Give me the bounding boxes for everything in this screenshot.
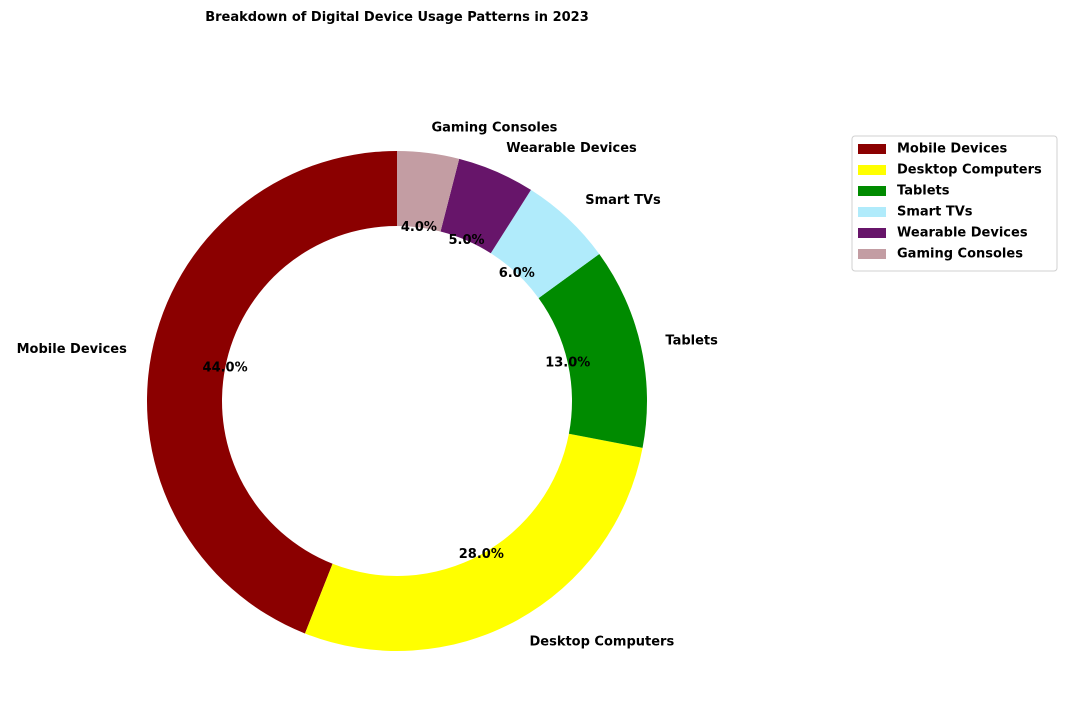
legend: Mobile Devices Desktop Computers Tablets Sm…	[851, 135, 1058, 272]
slice-wearable-devices	[440, 158, 531, 254]
slice-label-desktop-computers: Desktop Computers	[529, 634, 674, 649]
donut-slices	[147, 151, 647, 651]
slice-tablets	[538, 254, 647, 448]
slice-smart-tvs	[490, 189, 600, 299]
legend-swatch-mobile-devices	[858, 144, 886, 154]
legend-swatch-wearable-devices	[858, 228, 886, 238]
percent-label-mobile-devices: 44.0%	[203, 361, 248, 376]
legend-label-wearable-devices: Wearable Devices	[897, 226, 1028, 241]
percent-label-tablets: 13.0%	[545, 355, 590, 370]
slice-label-smart-tvs: Smart TVs	[585, 193, 661, 208]
legend-label-desktop-computers: Desktop Computers	[897, 163, 1042, 178]
percent-label-gaming-consoles: 4.0%	[401, 220, 437, 235]
legend-swatch-smart-tvs	[858, 207, 886, 217]
slice-label-gaming-consoles: Gaming Consoles	[431, 121, 557, 136]
slice-mobile-devices	[147, 151, 397, 634]
legend-label-tablets: Tablets	[897, 184, 950, 199]
legend-label-mobile-devices: Mobile Devices	[897, 142, 1007, 157]
slice-desktop-computers	[304, 433, 643, 651]
slice-label-mobile-devices: Mobile Devices	[17, 342, 127, 357]
slice-labels: Mobile Devices Desktop Computers Tablets Sm…	[17, 121, 718, 650]
percent-labels: 44.0% 28.0% 13.0% 6.0% 5.0% 4.0%	[203, 220, 591, 562]
slice-gaming-consoles	[397, 151, 460, 232]
slice-label-wearable-devices: Wearable Devices	[506, 141, 637, 156]
legend-swatch-tablets	[858, 186, 886, 196]
percent-label-wearable-devices: 5.0%	[448, 233, 484, 248]
legend-frame	[851, 135, 1058, 272]
chart-title: Breakdown of Digital Device Usage Patter…	[205, 10, 589, 25]
percent-label-smart-tvs: 6.0%	[499, 266, 535, 281]
legend-swatch-gaming-consoles	[858, 249, 886, 259]
percent-label-desktop-computers: 28.0%	[459, 547, 504, 562]
slice-label-tablets: Tablets	[665, 334, 718, 349]
legend-label-smart-tvs: Smart TVs	[897, 205, 973, 220]
legend-swatch-desktop-computers	[858, 165, 886, 175]
legend-label-gaming-consoles: Gaming Consoles	[897, 247, 1023, 262]
